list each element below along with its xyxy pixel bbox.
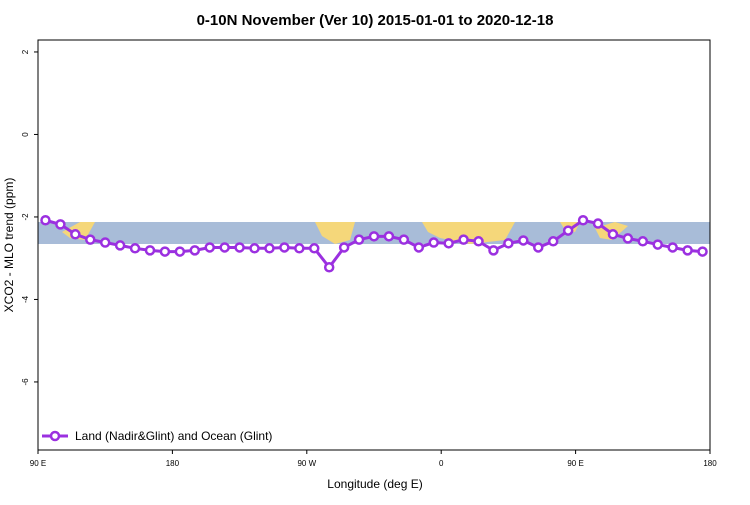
y-axis-label: XCO2 - MLO trend (ppm) xyxy=(2,178,16,313)
data-point xyxy=(85,234,96,245)
data-point xyxy=(204,242,215,253)
data-point xyxy=(443,238,454,249)
data-point xyxy=(503,238,514,249)
data-point xyxy=(622,233,634,244)
data-point xyxy=(159,246,171,257)
data-point xyxy=(219,242,230,253)
data-point xyxy=(323,262,335,273)
data-point xyxy=(234,242,245,253)
data-point xyxy=(652,239,663,250)
y-tick-label: -4 xyxy=(21,295,30,303)
data-point xyxy=(518,235,529,246)
data-point xyxy=(353,234,365,245)
x-tick-label: 180 xyxy=(703,459,717,468)
data-point xyxy=(398,234,410,245)
legend: Land (Nadir&Glint) and Ocean (Glint) xyxy=(42,429,272,443)
data-point xyxy=(55,219,66,230)
data-point xyxy=(189,245,201,256)
data-point xyxy=(697,246,708,257)
data-point xyxy=(413,242,425,253)
legend-label: Land (Nadir&Glint) and Ocean (Glint) xyxy=(75,429,272,443)
data-point xyxy=(547,236,559,247)
data-point xyxy=(129,243,141,254)
data-point xyxy=(99,237,111,248)
data-point xyxy=(114,240,126,251)
data-point xyxy=(637,236,649,247)
data-point xyxy=(70,229,81,240)
data-point xyxy=(667,242,678,253)
data-point xyxy=(40,215,51,226)
data-point xyxy=(488,245,499,256)
y-tick-label: -2 xyxy=(21,213,30,221)
data-point xyxy=(144,245,156,256)
plot-frame xyxy=(37,39,711,451)
y-tick-label: 2 xyxy=(21,49,30,54)
land xyxy=(422,222,515,244)
data-point xyxy=(264,243,275,254)
data-point xyxy=(592,218,604,229)
data-point xyxy=(682,245,693,256)
data-point xyxy=(174,246,186,257)
x-tick-label: 90 E xyxy=(567,459,583,468)
data-point xyxy=(562,225,574,236)
data-point xyxy=(383,231,395,242)
y-tick-label: 0 xyxy=(21,132,30,137)
data-point xyxy=(607,229,619,240)
legend-marker xyxy=(49,430,61,442)
land xyxy=(315,222,355,244)
x-tick-label: 0 xyxy=(439,459,444,468)
data-point xyxy=(338,242,350,253)
data-point xyxy=(458,234,469,245)
data-point xyxy=(533,242,544,253)
data-point xyxy=(428,237,439,248)
data-point xyxy=(294,243,305,254)
data-point xyxy=(279,242,290,253)
x-axis-label: Longitude (deg E) xyxy=(327,477,422,491)
data-point xyxy=(368,231,380,242)
data-point xyxy=(309,243,320,254)
y-tick-label: -6 xyxy=(21,378,30,386)
data-point xyxy=(577,215,589,226)
data-point xyxy=(249,243,260,254)
chart-title: 0-10N November (Ver 10) 2015-01-01 to 20… xyxy=(197,12,554,29)
x-tick-label: 180 xyxy=(166,459,180,468)
data-point xyxy=(473,236,484,247)
x-tick-label: 90 W xyxy=(297,459,316,468)
x-tick-label: 90 E xyxy=(30,459,46,468)
